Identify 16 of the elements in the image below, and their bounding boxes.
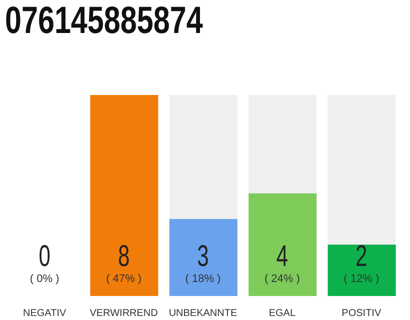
annotation: 8 (118, 240, 130, 273)
annotation: 4 (276, 240, 288, 273)
annotation: 0 (38, 240, 50, 273)
chart-title: 076145885874 (5, 0, 203, 43)
data-label: ( 0% ) (30, 273, 60, 285)
data-label: ( 18% ) (185, 273, 221, 285)
annotation: 3 (197, 240, 209, 273)
annotation: 2 (356, 240, 368, 273)
x-tick-label: NEGATIV (23, 308, 67, 319)
x-tick-label: UNBEKANNTE (168, 308, 238, 319)
x-tick-label: EGAL (268, 308, 296, 319)
x-tick-label: POSITIV (342, 308, 382, 319)
data-label: ( 24% ) (264, 273, 300, 285)
x-tick-label: VERWIRREND (90, 308, 158, 319)
data-label: ( 12% ) (344, 273, 380, 285)
data-label: ( 47% ) (106, 273, 142, 285)
